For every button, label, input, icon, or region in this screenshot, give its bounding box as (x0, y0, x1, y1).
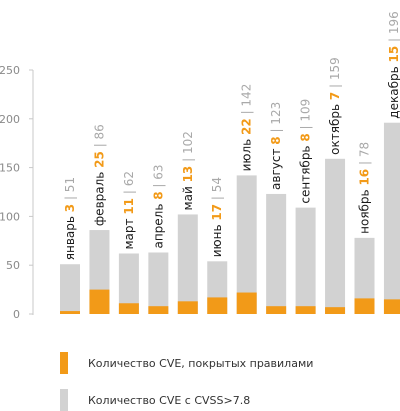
legend-swatch-covered (60, 352, 68, 374)
bar-total (383, 122, 400, 314)
bar-total (295, 207, 316, 314)
bar-total (118, 253, 139, 314)
category-label: сентябрь (299, 142, 313, 204)
y-tick-label: 250 (0, 64, 20, 77)
legend-swatch-total (60, 389, 68, 411)
separator: | (387, 34, 400, 46)
total-value-label: 142 (240, 84, 254, 107)
covered-value-label: 15 (387, 46, 400, 63)
covered-value-label: 8 (269, 136, 283, 144)
bar-covered (148, 306, 169, 314)
covered-value-label: 13 (181, 166, 195, 183)
separator: | (151, 180, 165, 192)
bar-label: май 13 | 102 (181, 131, 195, 210)
bar-covered (89, 289, 110, 314)
bar-labels: январь 3 | 51 февраль 25 | 86 март 11 | 62… (63, 11, 400, 260)
separator: | (299, 122, 313, 134)
bar-total (325, 158, 346, 314)
legend-label-total: Количество CVE с CVSS>7.8 (88, 393, 251, 407)
bars (60, 122, 400, 314)
total-value-label: 123 (269, 102, 283, 125)
bar-total (236, 175, 257, 314)
y-tick-label: 100 (0, 210, 20, 223)
total-value-label: 62 (122, 171, 136, 186)
bar-label: октябрь 7 | 159 (328, 57, 342, 155)
covered-value-label: 3 (63, 204, 77, 212)
total-value-label: 86 (92, 124, 106, 139)
separator: | (122, 186, 136, 198)
bar-label: февраль 25 | 86 (92, 124, 106, 226)
bar-total (354, 237, 375, 314)
separator: | (328, 80, 342, 92)
bar-total (266, 193, 287, 314)
bar-label: июль 22 | 142 (240, 84, 254, 172)
separator: | (92, 139, 106, 151)
category-label: март (122, 215, 136, 250)
bar-covered (207, 297, 228, 314)
total-value-label: 109 (299, 99, 313, 122)
y-tick-label: 50 (6, 259, 20, 272)
category-label: октябрь (328, 100, 342, 155)
bar-label: январь 3 | 51 (63, 177, 77, 260)
total-value-label: 102 (181, 131, 195, 154)
bar-total (148, 252, 169, 314)
separator: | (210, 192, 224, 204)
covered-value-label: 7 (328, 92, 342, 100)
total-value-label: 54 (210, 177, 224, 192)
cve-bar-chart: 0 50 100 150 200 250 январь 3 | 51 февраль 25 … (0, 11, 400, 321)
bar-covered (266, 306, 287, 314)
bar-total (177, 214, 198, 314)
total-value-label: 63 (151, 164, 165, 179)
separator: | (181, 154, 195, 166)
bar-total (60, 264, 80, 314)
covered-value-label: 25 (92, 151, 106, 168)
category-label: ноябрь (358, 186, 372, 234)
bar-covered (354, 298, 375, 314)
bar-covered (295, 306, 316, 314)
covered-value-label: 22 (240, 118, 254, 135)
category-label: май (181, 182, 195, 210)
bar-label: июнь 17 | 54 (210, 177, 224, 257)
y-tick-label: 200 (0, 113, 20, 126)
bar-label: август 8 | 123 (269, 102, 283, 190)
category-label: апрель (151, 200, 165, 249)
category-label: август (269, 145, 283, 190)
bar-covered (236, 292, 257, 314)
separator: | (358, 157, 372, 169)
bar-covered (60, 311, 80, 314)
y-axis: 0 50 100 150 200 250 (0, 64, 34, 321)
covered-value-label: 8 (299, 133, 313, 141)
covered-value-label: 17 (210, 204, 224, 221)
separator: | (269, 125, 283, 137)
bar-covered (177, 301, 198, 314)
total-value-label: 159 (328, 57, 342, 80)
bar-covered (325, 307, 346, 314)
y-tick-label: 0 (13, 308, 20, 321)
category-label: февраль (92, 168, 106, 226)
covered-value-label: 16 (358, 169, 372, 186)
separator: | (240, 107, 254, 119)
bar-covered (118, 303, 139, 314)
legend-label-covered: Количество CVE, покрытых правилами (88, 356, 314, 370)
category-label: январь (63, 212, 77, 260)
bar-label: сентябрь 8 | 109 (299, 99, 313, 204)
separator: | (63, 192, 77, 204)
bar-label: март 11 | 62 (122, 171, 136, 249)
legend-item-total: Количество CVE с CVSS>7.8 (60, 389, 250, 411)
bar-label: декабрь 15 | 196 (387, 11, 400, 118)
total-value-label: 51 (63, 177, 77, 192)
covered-value-label: 8 (151, 191, 165, 199)
y-tick-label: 150 (0, 162, 20, 175)
covered-value-label: 11 (122, 198, 136, 215)
category-label: июль (240, 135, 254, 171)
total-value-label: 78 (358, 142, 372, 157)
bar-covered (383, 299, 400, 314)
total-value-label: 196 (387, 11, 400, 34)
category-label: июнь (210, 221, 224, 258)
bar-label: ноябрь 16 | 78 (358, 142, 372, 234)
bar-label: апрель 8 | 63 (151, 164, 165, 248)
legend-item-covered: Количество CVE, покрытых правилами (60, 352, 313, 374)
category-label: декабрь (387, 63, 400, 119)
